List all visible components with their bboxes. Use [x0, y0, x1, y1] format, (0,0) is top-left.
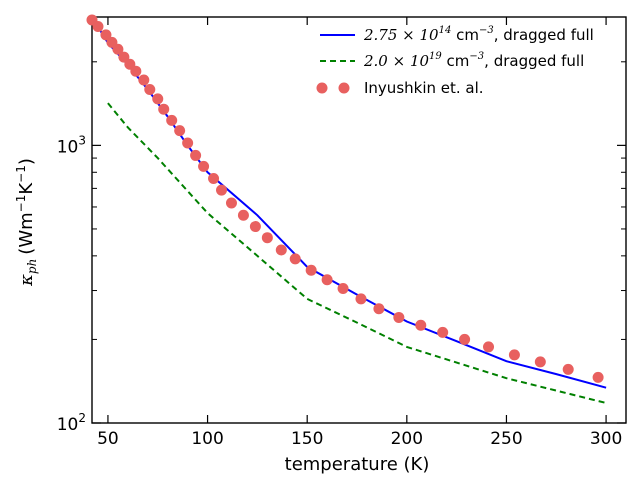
data-point — [562, 363, 574, 375]
data-point — [198, 160, 210, 172]
data-point — [138, 74, 150, 86]
series-line-2 — [107, 102, 607, 404]
data-point — [592, 371, 604, 383]
x-tick-label: 300 — [590, 429, 622, 449]
y-tick-label: 102 — [57, 411, 86, 435]
data-point — [152, 93, 164, 105]
y-label-k: K — [16, 182, 37, 195]
data-point — [190, 149, 202, 161]
series-layer — [86, 14, 607, 404]
legend-marker-2 — [338, 82, 350, 94]
y-label-end: ) — [16, 158, 37, 165]
data-point — [355, 293, 367, 305]
data-point — [112, 43, 124, 55]
data-point — [534, 356, 546, 368]
y-axis-label: κph(Wm−1K−1) — [14, 158, 39, 287]
data-point — [208, 172, 220, 184]
x-tick-label: 200 — [391, 429, 423, 449]
x-tick-label: 100 — [191, 429, 223, 449]
svg-text:κph(Wm−1K−1): κph(Wm−1K−1) — [14, 158, 39, 287]
x-tick-label: 150 — [291, 429, 323, 449]
data-point — [415, 319, 427, 331]
data-point — [261, 232, 273, 244]
x-axis-label: temperature (K) — [285, 454, 430, 475]
y-label-kappa: κ — [16, 274, 37, 287]
data-point — [483, 341, 495, 353]
data-point — [437, 326, 449, 338]
data-point — [249, 221, 261, 233]
data-point — [92, 21, 104, 33]
y-ticks: 102 103 — [57, 61, 626, 435]
data-point — [225, 197, 237, 209]
data-point — [158, 103, 170, 115]
data-point — [100, 29, 112, 41]
y-label-sup2: −1 — [14, 165, 28, 183]
data-point — [166, 114, 178, 126]
data-point — [459, 333, 471, 345]
y-label-units: (Wm — [16, 212, 37, 254]
plot-frame — [91, 16, 627, 424]
data-point — [305, 264, 317, 276]
legend-label-3: Inyushkin et. al. — [364, 79, 484, 97]
data-point — [144, 83, 156, 95]
data-point — [337, 283, 349, 295]
data-point — [130, 65, 142, 77]
data-point — [174, 125, 186, 137]
data-point — [393, 311, 405, 323]
x-ticks: 50 100 150 200 250 300 — [97, 17, 622, 449]
legend: 2.75 × 1014 cm−3, dragged full 2.0 × 101… — [316, 25, 594, 97]
data-point — [321, 274, 333, 286]
y-label-sub: ph — [25, 259, 39, 274]
data-point — [275, 244, 287, 256]
data-point — [182, 137, 194, 149]
y-tick-label: 103 — [57, 133, 86, 157]
data-point — [289, 253, 301, 265]
legend-marker-1 — [316, 82, 328, 94]
data-point — [216, 184, 228, 196]
y-label-sup1: −1 — [14, 195, 28, 213]
legend-label-2: 2.0 × 1019 cm−3, dragged full — [363, 51, 584, 70]
legend-label-1: 2.75 × 1014 cm−3, dragged full — [363, 25, 594, 44]
data-point — [508, 349, 520, 361]
x-tick-label: 50 — [97, 429, 119, 449]
data-point — [373, 303, 385, 315]
x-tick-label: 250 — [490, 429, 522, 449]
data-point — [237, 209, 249, 221]
